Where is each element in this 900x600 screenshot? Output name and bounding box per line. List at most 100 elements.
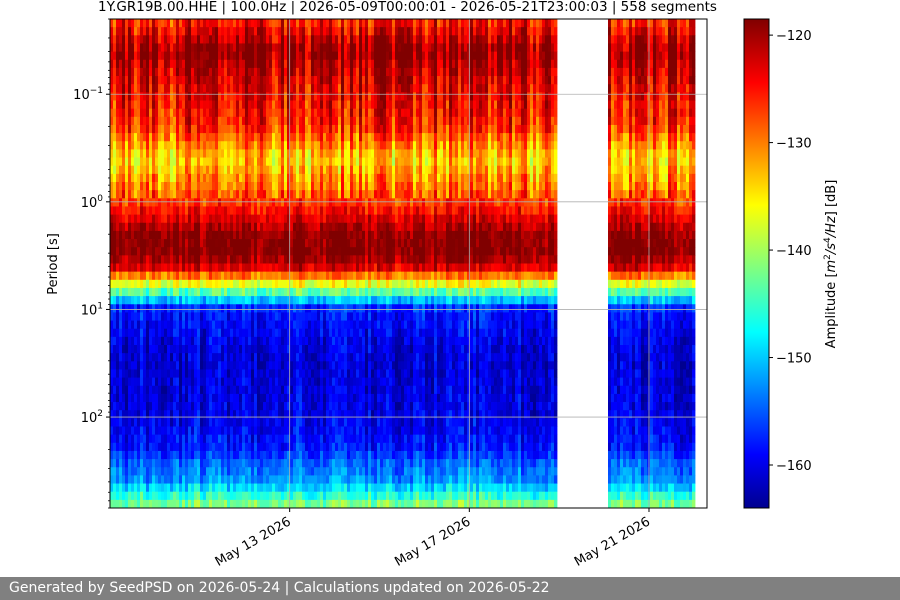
heatmap-cell: [137, 434, 141, 444]
heatmap-cell: [284, 108, 288, 118]
heatmap-cell: [125, 92, 129, 101]
heatmap-cell: [242, 198, 246, 207]
heatmap-cell: [260, 328, 264, 338]
heatmap-cell: [209, 247, 213, 256]
heatmap-cell: [302, 361, 306, 370]
heatmap-cell: [350, 27, 354, 36]
heatmap-cell: [287, 108, 291, 118]
heatmap-cell: [110, 149, 114, 158]
heatmap-cell: [170, 141, 174, 150]
heatmap-cell: [140, 467, 144, 476]
heatmap-cell: [272, 100, 276, 110]
heatmap-cell: [131, 271, 135, 281]
heatmap-cell: [296, 116, 300, 126]
heatmap-cell: [164, 116, 168, 126]
heatmap-cell: [287, 206, 291, 215]
heatmap-cell: [227, 345, 231, 354]
heatmap-cell: [266, 182, 270, 191]
heatmap-cell: [137, 385, 141, 395]
heatmap-cell: [299, 450, 303, 460]
heatmap-cell: [188, 59, 192, 69]
heatmap-cell: [350, 320, 354, 330]
heatmap-cell: [293, 247, 297, 256]
heatmap-cell: [170, 247, 174, 256]
heatmap-cell: [215, 402, 219, 411]
heatmap-cell: [248, 165, 252, 175]
heatmap-cell: [131, 426, 135, 436]
heatmap-cell: [176, 239, 180, 248]
heatmap-cell: [266, 491, 270, 501]
heatmap-cell: [251, 27, 255, 36]
heatmap-cell: [146, 475, 150, 484]
heatmap-cell: [338, 214, 342, 224]
heatmap-cell: [269, 491, 273, 501]
heatmap-cell: [353, 206, 357, 215]
heatmap-cell: [275, 100, 279, 110]
heatmap-cell: [176, 165, 180, 175]
heatmap-cell: [329, 19, 333, 28]
heatmap-cell: [167, 450, 171, 460]
heatmap-cell: [257, 393, 261, 403]
heatmap-cell: [263, 410, 267, 419]
heatmap-cell: [260, 124, 264, 134]
heatmap-cell: [320, 100, 324, 110]
heatmap-cell: [332, 247, 336, 256]
heatmap-cell: [113, 239, 117, 248]
heatmap-cell: [263, 116, 267, 126]
heatmap-cell: [191, 377, 195, 387]
heatmap-cell: [326, 206, 330, 215]
heatmap-cell: [185, 263, 189, 273]
heatmap-cell: [290, 92, 294, 101]
heatmap-cell: [332, 100, 336, 110]
heatmap-cell: [122, 198, 126, 207]
heatmap-cell: [278, 182, 282, 191]
heatmap-cell: [308, 84, 312, 93]
heatmap-cell: [341, 499, 345, 508]
heatmap-cell: [311, 499, 315, 508]
heatmap-cell: [158, 385, 162, 395]
heatmap-cell: [173, 450, 177, 460]
heatmap-cell: [110, 173, 114, 183]
heatmap-cell: [179, 214, 183, 224]
heatmap-cell: [329, 141, 333, 150]
heatmap-cell: [155, 230, 159, 240]
heatmap-cell: [278, 336, 282, 346]
heatmap-cell: [149, 402, 153, 411]
heatmap-cell: [260, 304, 264, 313]
heatmap-cell: [173, 287, 177, 297]
heatmap-cell: [329, 263, 333, 273]
heatmap-cell: [131, 27, 135, 36]
heatmap-cell: [338, 442, 342, 452]
heatmap-cell: [221, 247, 225, 256]
heatmap-cell: [110, 198, 114, 207]
heatmap-cell: [200, 304, 204, 313]
heatmap-cell: [131, 35, 135, 44]
heatmap-cell: [167, 255, 171, 264]
heatmap-cell: [293, 353, 297, 362]
heatmap-cell: [233, 328, 237, 338]
heatmap-cell: [317, 377, 321, 387]
heatmap-cell: [212, 59, 216, 69]
heatmap-cell: [212, 141, 216, 150]
heatmap-cell: [110, 499, 114, 508]
heatmap-cell: [338, 182, 342, 191]
heatmap-cell: [257, 336, 261, 346]
heatmap-cell: [221, 434, 225, 444]
heatmap-cell: [137, 483, 141, 493]
heatmap-cell: [281, 141, 285, 150]
heatmap-cell: [221, 361, 225, 370]
heatmap-cell: [209, 328, 213, 338]
heatmap-cell: [317, 434, 321, 444]
heatmap-cell: [248, 491, 252, 501]
heatmap-cell: [134, 361, 138, 370]
heatmap-cell: [206, 467, 210, 476]
heatmap-cell: [191, 410, 195, 419]
heatmap-cell: [155, 418, 159, 427]
heatmap-cell: [305, 312, 309, 321]
heatmap-cell: [311, 247, 315, 256]
heatmap-cell: [245, 27, 249, 36]
heatmap-cell: [311, 51, 315, 61]
heatmap-cell: [125, 483, 129, 493]
heatmap-cell: [344, 141, 348, 150]
heatmap-cell: [302, 410, 306, 419]
